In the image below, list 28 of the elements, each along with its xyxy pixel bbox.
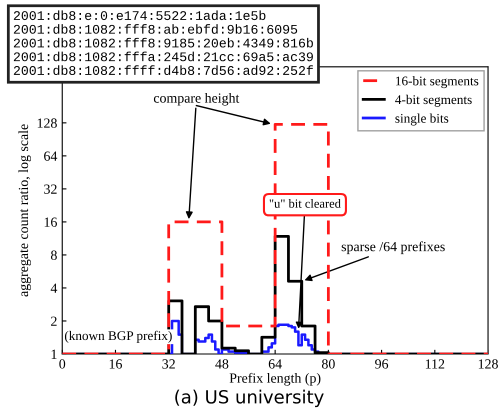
- x-tick-label: 0: [59, 359, 66, 369]
- annotation: compare height: [154, 92, 240, 106]
- legend-label: single bits: [395, 113, 448, 126]
- y-tick-label: 8: [50, 250, 57, 260]
- legend-label: 16-bit segments: [396, 76, 478, 88]
- y-tick-label: 1: [52, 350, 57, 359]
- annotation: sparse /64 prefixes: [342, 241, 445, 254]
- x-axis-title: Prefix length (p): [230, 372, 320, 386]
- x-tick-label: 96: [375, 359, 388, 369]
- annotation: "u" bit cleared: [270, 198, 341, 208]
- y-tick-label: 32: [44, 184, 57, 194]
- text: (a) US university: [175, 390, 324, 408]
- x-tick-label: 32: [162, 359, 175, 369]
- y-tick-label: 16: [44, 218, 57, 227]
- y-tick-label: 2: [51, 316, 57, 326]
- annotation: 2001:db8:e:0:e174:5522:1ada:1e5b 2001:db8:1082:fff8:ab:ebfd:9b16:6095 2001:db8:1082:fff8:9185:20eb:4349:816b 2001:db8:1082:fffa:245d:21cc:69a5:ac39 2001:db8:1082:ffff:d4b8:7d56:ad92:252f: [14, 10, 313, 76]
- x-tick-label: 16: [110, 359, 122, 369]
- y-axis-title: aggregate count ratio, log scale: [18, 124, 31, 296]
- y-tick-label: 128: [38, 118, 57, 128]
- legend-label: 4-bit segments: [395, 94, 472, 107]
- y-tick-label: 4: [50, 284, 58, 293]
- annotation: (known BGP prefix): [64, 330, 172, 343]
- x-tick-label: 64: [268, 359, 282, 369]
- x-tick-label: 112: [426, 359, 444, 368]
- x-tick-label: 48: [215, 359, 228, 369]
- x-tick-label: 80: [322, 359, 335, 369]
- x-tick-label: 128: [478, 359, 498, 369]
- y-tick-label: 64: [44, 151, 58, 161]
